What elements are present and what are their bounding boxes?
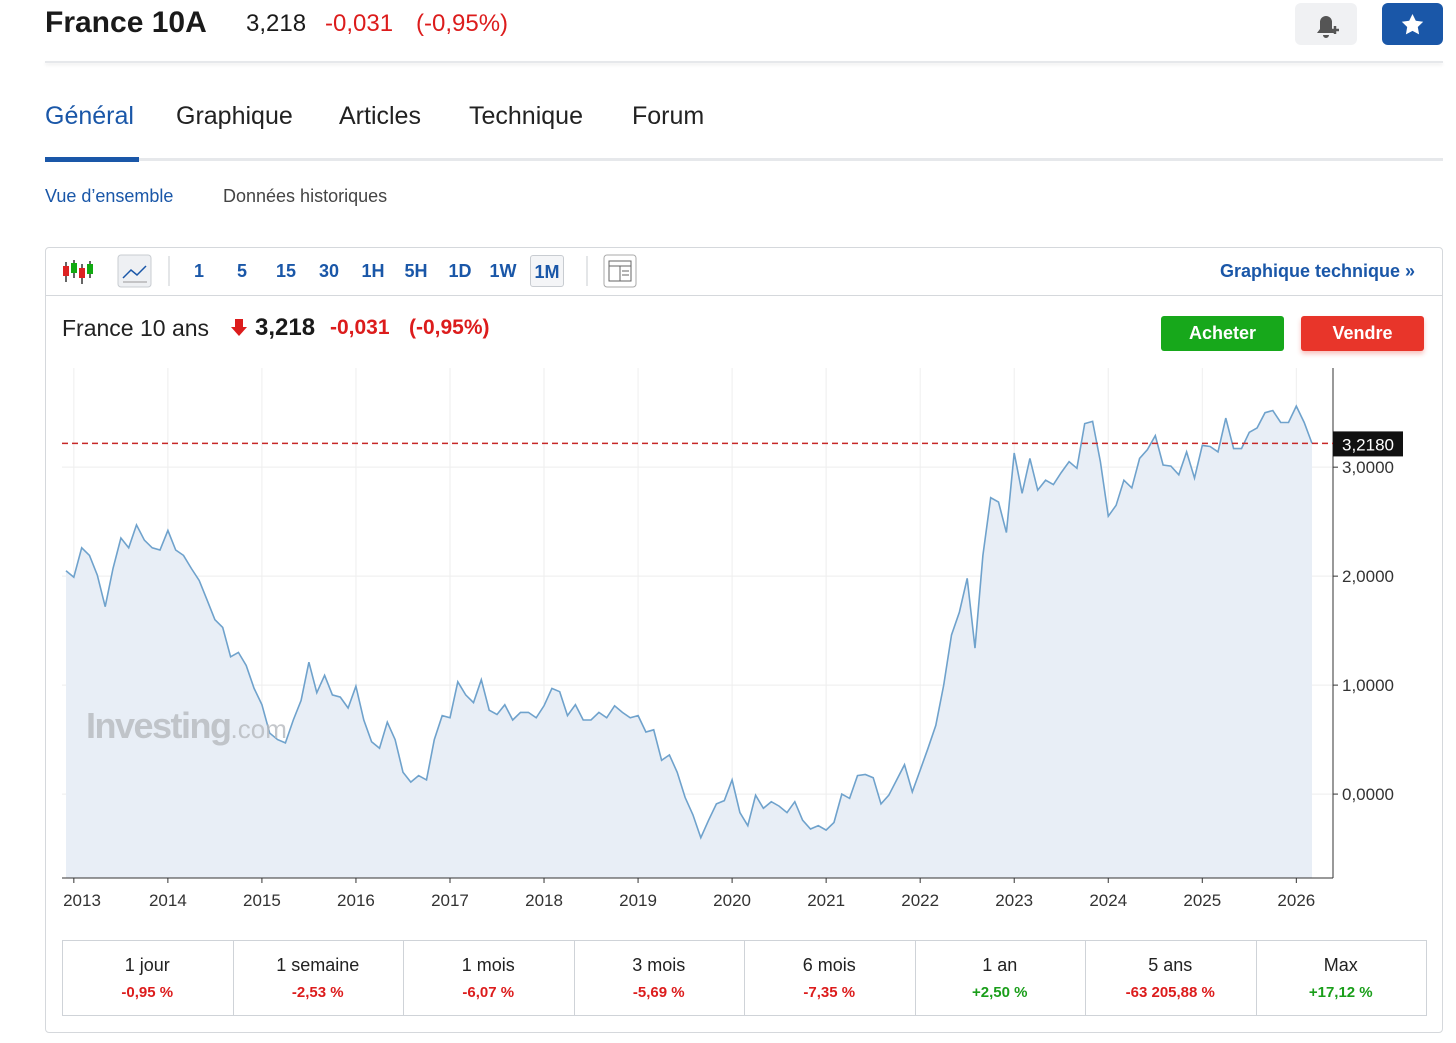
tab[interactable]: Général bbox=[45, 102, 134, 130]
toolbar-divider bbox=[46, 295, 1442, 296]
header-divider bbox=[45, 61, 1443, 63]
chart-panel bbox=[45, 247, 1443, 1033]
y-tick-label: 3,0000 bbox=[1342, 458, 1394, 477]
quote-change-pct: (-0,95%) bbox=[409, 316, 490, 339]
alert-button[interactable] bbox=[1295, 3, 1357, 45]
interval[interactable]: 5H bbox=[404, 261, 428, 281]
period: Max bbox=[1323, 955, 1358, 975]
active-tab-underline bbox=[45, 157, 139, 162]
performance-cell[interactable] bbox=[62, 940, 234, 1016]
quote-price: 3,218 bbox=[255, 314, 316, 341]
x-tick-label: 2021 bbox=[807, 891, 845, 910]
quote-name: France 10 ans bbox=[62, 315, 210, 341]
x-tick-label: 2019 bbox=[619, 891, 657, 910]
period: 1 jour bbox=[124, 955, 170, 975]
x-tick-label: 2023 bbox=[995, 891, 1033, 910]
interval[interactable]: 15 bbox=[275, 261, 297, 281]
x-tick-label: 2022 bbox=[901, 891, 939, 910]
period-change: +2,50 % bbox=[972, 984, 1028, 1001]
period-change: +17,12 % bbox=[1308, 984, 1373, 1001]
interval[interactable]: 1M bbox=[530, 255, 564, 287]
interval[interactable]: 1H bbox=[361, 261, 385, 281]
buy-button[interactable]: Acheter bbox=[1161, 316, 1284, 351]
x-tick-label: 2018 bbox=[525, 891, 563, 910]
performance-cell[interactable] bbox=[744, 940, 916, 1016]
x-tick-label: 2026 bbox=[1277, 891, 1315, 910]
title: France 10A bbox=[45, 6, 207, 39]
x-tick-label: 2015 bbox=[243, 891, 281, 910]
tabs-divider bbox=[45, 158, 1443, 161]
period-change: -0,95 % bbox=[121, 984, 174, 1001]
period: 3 mois bbox=[632, 955, 686, 975]
x-tick-label: 2014 bbox=[149, 891, 187, 910]
period-change: -63 205,88 % bbox=[1125, 984, 1215, 1001]
subtab[interactable]: Données historiques bbox=[223, 186, 388, 206]
x-tick-label: 2017 bbox=[431, 891, 469, 910]
watermark-suffix: .com bbox=[231, 714, 287, 744]
price-label-box bbox=[1333, 431, 1403, 457]
bell-icon bbox=[1317, 16, 1339, 38]
x-tick-label: 2020 bbox=[713, 891, 751, 910]
performance-cell[interactable] bbox=[403, 940, 575, 1016]
change-pct: (-0,95%) bbox=[416, 10, 509, 37]
watchlist-button[interactable] bbox=[1382, 3, 1443, 45]
candle-icon[interactable] bbox=[63, 260, 93, 284]
star-icon bbox=[1401, 14, 1424, 35]
performance-cell[interactable] bbox=[1255, 940, 1427, 1016]
period: 5 ans bbox=[1148, 955, 1193, 975]
tab[interactable]: Forum bbox=[632, 102, 705, 130]
x-tick-label: 2016 bbox=[337, 891, 375, 910]
chart: Investing.com 0,0000 1,0000 2,0000 3,0000 201… bbox=[62, 368, 1403, 910]
performance-cell[interactable] bbox=[232, 940, 404, 1016]
y-tick-label: 1,0000 bbox=[1342, 676, 1394, 695]
performance-cell[interactable] bbox=[914, 940, 1086, 1016]
period-change: -2,53 % bbox=[291, 984, 344, 1001]
interval[interactable]: 1 bbox=[193, 261, 204, 281]
watermark-brand: Investing bbox=[86, 705, 231, 746]
interval[interactable]: 1D bbox=[448, 261, 472, 281]
period-change: -5,69 % bbox=[632, 984, 685, 1001]
period: 1 mois bbox=[461, 955, 515, 975]
interval[interactable]: 1W bbox=[489, 261, 517, 281]
tab[interactable]: Graphique bbox=[176, 102, 293, 130]
period: 1 an bbox=[982, 955, 1018, 975]
price: 3,218 bbox=[246, 10, 307, 37]
down-arrow bbox=[231, 319, 247, 336]
period-change: -7,35 % bbox=[803, 984, 856, 1001]
period: 6 mois bbox=[802, 955, 856, 975]
x-tick-label: 2013 bbox=[63, 891, 101, 910]
period-change: -6,07 % bbox=[462, 984, 515, 1001]
y-tick-label: 0,0000 bbox=[1342, 785, 1394, 804]
tab[interactable]: Technique bbox=[469, 102, 583, 130]
change: -0,031 bbox=[325, 10, 394, 37]
performance-cell[interactable] bbox=[573, 940, 745, 1016]
subtab[interactable]: Vue d’ensemble bbox=[45, 186, 174, 206]
toolbar-icons bbox=[63, 254, 637, 288]
watermark: Investing.com bbox=[86, 705, 287, 746]
area bbox=[66, 406, 1312, 878]
x-tick-label: 2025 bbox=[1183, 891, 1221, 910]
interval[interactable]: 30 bbox=[318, 261, 340, 281]
area-icon[interactable] bbox=[117, 254, 152, 288]
interval[interactable]: 5 bbox=[236, 261, 247, 281]
x-tick-label: 2024 bbox=[1089, 891, 1127, 910]
quote-change: -0,031 bbox=[330, 316, 390, 339]
technical-chart-link[interactable]: Graphique technique » bbox=[1220, 261, 1416, 281]
period: 1 semaine bbox=[276, 955, 360, 975]
y-tick-label: 2,0000 bbox=[1342, 567, 1394, 586]
line bbox=[65, 404, 1313, 840]
separator bbox=[168, 256, 588, 286]
tab[interactable]: Articles bbox=[339, 102, 421, 130]
performance-cell[interactable] bbox=[1085, 940, 1257, 1016]
price-label: 3,2180 bbox=[1342, 435, 1394, 454]
sell-button[interactable]: Vendre bbox=[1301, 316, 1424, 351]
